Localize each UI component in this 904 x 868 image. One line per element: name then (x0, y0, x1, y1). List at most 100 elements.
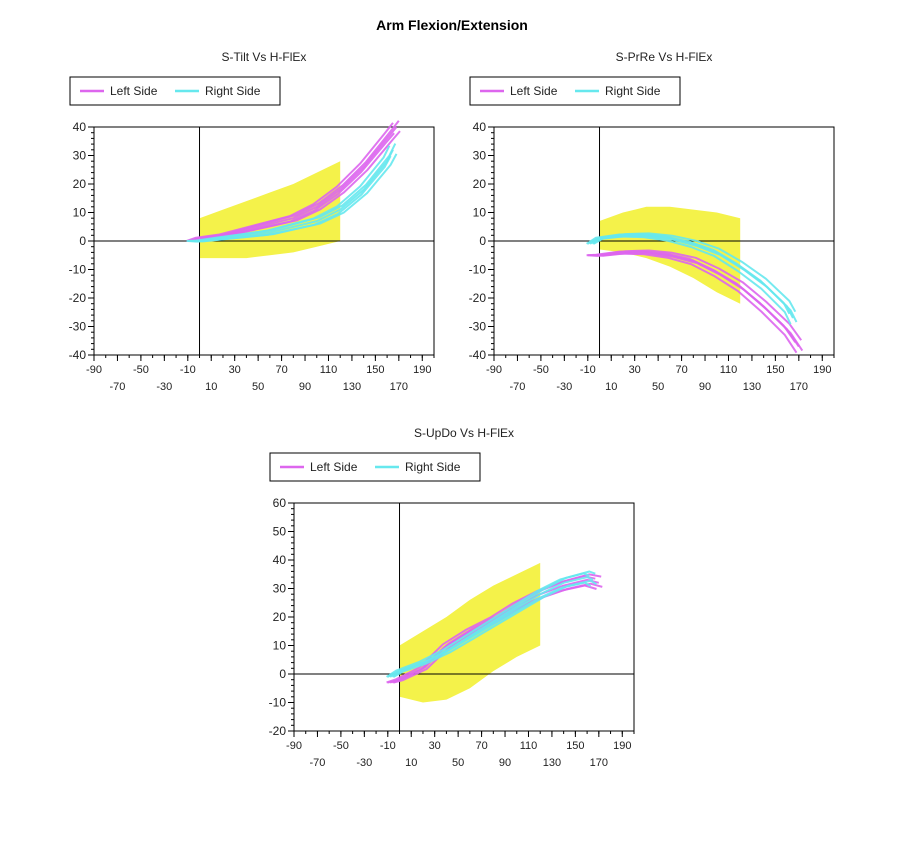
x-tick-label: 10 (605, 381, 617, 393)
series-trial-line (387, 581, 592, 678)
y-tick-label: -10 (69, 263, 87, 277)
x-tick-label: 150 (366, 364, 384, 376)
legend-label-right: Right Side (205, 84, 261, 98)
x-tick-label: 50 (452, 757, 464, 769)
x-tick-label: 170 (390, 381, 408, 393)
series-right (586, 232, 798, 325)
legend-box (469, 76, 681, 106)
y-tick-label: 40 (473, 120, 487, 134)
x-tick-label: -50 (533, 364, 549, 376)
y-tick-label: 50 (273, 525, 287, 539)
x-tick-label: 30 (229, 364, 241, 376)
y-tick-label: 20 (73, 177, 87, 191)
y-tick-label: 10 (73, 206, 87, 220)
x-tick-label: 70 (675, 364, 687, 376)
x-tick-label: -30 (156, 381, 172, 393)
y-tick-label: -20 (269, 724, 287, 738)
legend-label-left: Left Side (310, 460, 358, 474)
x-tick-label: 30 (629, 364, 641, 376)
x-tick-label: -90 (86, 364, 102, 376)
x-tick-label: 110 (320, 364, 338, 376)
x-tick-label: -90 (486, 364, 502, 376)
series-trial-line (587, 252, 798, 354)
chart-s-updo: S-UpDo Vs H-FlEx Left Side Right Side -90 -5… (269, 426, 635, 769)
legend-label-right: Right Side (605, 84, 661, 98)
y-tick-label: 40 (73, 120, 87, 134)
y-tick-label: -10 (469, 263, 487, 277)
legend-label-right: Right Side (405, 460, 461, 474)
series-right (386, 570, 597, 678)
legend: Left Side Right Side (469, 76, 681, 106)
series-trial-line (587, 235, 792, 325)
y-tick-label: 30 (273, 582, 287, 596)
legend-label-left: Left Side (510, 84, 558, 98)
x-tick-label: 150 (766, 364, 784, 376)
x-tick-label: -30 (356, 757, 372, 769)
y-tick-label: -40 (69, 348, 87, 362)
x-tick-label: 90 (299, 381, 311, 393)
x-tick-label: 90 (699, 381, 711, 393)
x-tick-label: 190 (413, 364, 431, 376)
chart-title: S-Tilt Vs H-FlEx (222, 50, 307, 64)
y-tick-label: 40 (273, 553, 287, 567)
series-trial-line (192, 120, 400, 242)
y-tick-label: 0 (479, 234, 486, 248)
series-trial-line (591, 232, 797, 313)
x-tick-label: 190 (613, 740, 631, 752)
chart-title: S-PrRe Vs H-FlEx (616, 50, 713, 64)
y-tick-label: 20 (473, 177, 487, 191)
y-tick-label: 10 (473, 206, 487, 220)
series-right (186, 143, 398, 243)
x-tick-label: 110 (720, 364, 738, 376)
y-tick-label: 20 (273, 610, 287, 624)
x-tick-label: 50 (652, 381, 664, 393)
y-tick-label: 60 (273, 496, 287, 510)
y-tick-label: -30 (69, 320, 87, 334)
legend: Left Side Right Side (269, 452, 481, 482)
x-tick-label: -70 (309, 757, 325, 769)
x-tick-label: 130 (543, 757, 561, 769)
x-tick-label: -10 (580, 364, 596, 376)
x-tick-label: 50 (252, 381, 264, 393)
series-trial-line (187, 155, 392, 243)
y-tick-label: 0 (79, 234, 86, 248)
x-tick-label: 70 (275, 364, 287, 376)
x-tick-label: -70 (109, 381, 125, 393)
legend: Left Side Right Side (69, 76, 281, 106)
page-title: Arm Flexion/Extension (376, 17, 528, 33)
x-tick-label: 10 (205, 381, 217, 393)
x-tick-label: 190 (813, 364, 831, 376)
x-tick-label: -10 (180, 364, 196, 376)
series-trial-line (592, 249, 803, 341)
y-tick-label: 30 (73, 149, 87, 163)
x-tick-label: 130 (343, 381, 361, 393)
series-left (586, 249, 804, 354)
legend-label-left: Left Side (110, 84, 158, 98)
x-tick-label: -30 (556, 381, 572, 393)
x-tick-label: 150 (566, 740, 584, 752)
y-tick-label: 10 (273, 639, 287, 653)
y-tick-label: -10 (269, 696, 287, 710)
y-tick-label: -40 (469, 348, 487, 362)
x-tick-label: 130 (743, 381, 761, 393)
x-tick-label: 110 (520, 740, 538, 752)
chart-s-tilt: S-Tilt Vs H-FlEx Left Side Right Side -90 -5… (69, 50, 435, 393)
y-tick-label: -20 (69, 291, 87, 305)
chart-title: S-UpDo Vs H-FlEx (414, 426, 514, 440)
chart-s-prre: S-PrRe Vs H-FlEx Left Side Right Side -90 -5… (469, 50, 835, 393)
x-tick-label: 10 (405, 757, 417, 769)
x-tick-label: -50 (133, 364, 149, 376)
x-tick-label: 170 (790, 381, 808, 393)
x-tick-label: -10 (380, 740, 396, 752)
x-tick-label: -90 (286, 740, 302, 752)
x-tick-label: 70 (475, 740, 487, 752)
y-tick-label: -20 (469, 291, 487, 305)
x-tick-label: -70 (509, 381, 525, 393)
x-tick-label: -50 (333, 740, 349, 752)
x-tick-label: 170 (590, 757, 608, 769)
series-trial-line (192, 143, 397, 242)
y-tick-label: -30 (469, 320, 487, 334)
y-tick-label: 30 (473, 149, 487, 163)
x-tick-label: 30 (429, 740, 441, 752)
y-tick-label: 0 (279, 667, 286, 681)
